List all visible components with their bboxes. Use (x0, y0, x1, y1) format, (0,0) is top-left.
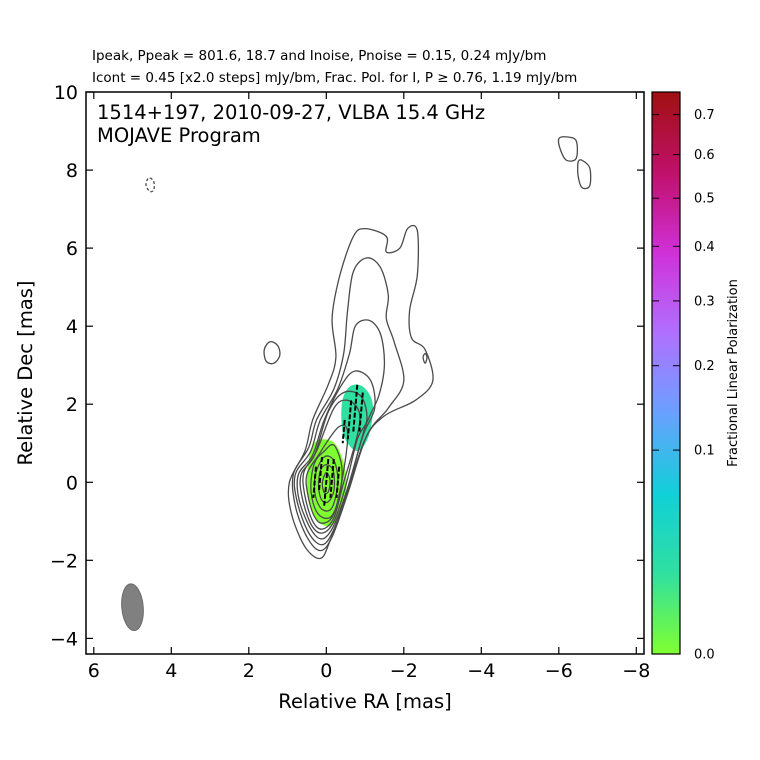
colorbar-tick-label: 0.1 (694, 444, 715, 459)
beam-layer (121, 583, 144, 632)
isolated-contour-2 (577, 159, 592, 190)
y-tick-label: 6 (66, 238, 78, 260)
x-tick-label: −8 (622, 660, 650, 682)
contour-level-5 (302, 399, 361, 530)
x-axis-label: Relative RA [mas] (278, 690, 451, 713)
y-tick-label: −2 (50, 550, 78, 572)
colorbar (651, 91, 681, 655)
evpa-tick-0 (312, 466, 317, 498)
y-tick-label: 8 (66, 160, 78, 182)
plot-frame (85, 91, 645, 655)
negative-contour-4 (145, 177, 155, 193)
beam-ellipse (121, 583, 144, 632)
x-tick-label: 4 (165, 660, 177, 682)
contour-level-1 (291, 257, 405, 552)
chart-subtitle: MOJAVE Program (97, 124, 261, 147)
x-tick-label: 2 (243, 660, 255, 682)
x-tick-label: 6 (88, 660, 100, 682)
y-tick-label: −4 (50, 628, 78, 650)
colorbar-tick-label: 0.5 (694, 192, 715, 207)
evpa-tick-6 (352, 384, 359, 432)
evpa-tick-5 (346, 400, 353, 440)
colorbar-tick-label: 0.3 (694, 294, 715, 309)
isolated-contour-1 (557, 136, 579, 162)
contour-layer (145, 136, 592, 560)
y-tick-label: 2 (66, 394, 78, 416)
x-tick-label: −4 (467, 660, 495, 682)
colorbar-tick-label: 0.6 (694, 148, 715, 163)
x-tick-label: −2 (390, 660, 418, 682)
contour-level-6 (305, 424, 349, 524)
evpa-tick-4 (335, 466, 341, 498)
colorbar-tick-label: 0.4 (694, 240, 715, 255)
evpa-tick-2 (323, 458, 330, 506)
evpa-layer (312, 384, 364, 506)
isolated-contour-3 (422, 352, 428, 364)
y-axis-label: Relative Dec [mas] (14, 280, 37, 465)
isolated-contour-0 (263, 341, 281, 365)
contour-level-3 (296, 370, 376, 540)
contour-level-2 (293, 319, 386, 546)
evpa-tick-8 (341, 419, 346, 444)
colorbar-tick-label: 0.0 (694, 648, 715, 663)
header-line-2: Icont = 0.45 [x2.0 steps] mJy/bm, Frac. … (92, 70, 578, 86)
contour-level-10 (321, 471, 331, 495)
axis-ticks: 6 4 2 0 −2 −4 −6 −8 −4 −2 0 2 4 6 8 10 (50, 82, 650, 682)
evpa-tick-7 (358, 392, 364, 432)
colorbar-tick-label: 0.7 (694, 108, 715, 123)
evpa-tick-1 (317, 456, 323, 493)
contour-level-7 (310, 443, 343, 520)
chart-title: 1514+197, 2010-09-27, VLBA 15.4 GHz (97, 101, 485, 124)
contour-level-4 (299, 390, 368, 534)
y-tick-label: 4 (66, 316, 78, 338)
colorbar-ticks: 0.0 0.1 0.2 0.3 0.4 0.5 0.6 0.7 (652, 108, 715, 663)
colorbar-label: Fractional Linear Polarization (726, 279, 741, 467)
colorbar-tick-label: 0.2 (694, 359, 715, 374)
y-tick-label: 0 (66, 472, 78, 494)
x-tick-label: 0 (320, 660, 332, 682)
y-tick-label: 10 (54, 82, 78, 104)
contour-level-0 (287, 224, 434, 560)
x-tick-label: −6 (545, 660, 573, 682)
header-line-1: Ipeak, Ppeak = 801.6, 18.7 and Inoise, P… (92, 48, 547, 64)
evpa-tick-3 (329, 458, 335, 498)
